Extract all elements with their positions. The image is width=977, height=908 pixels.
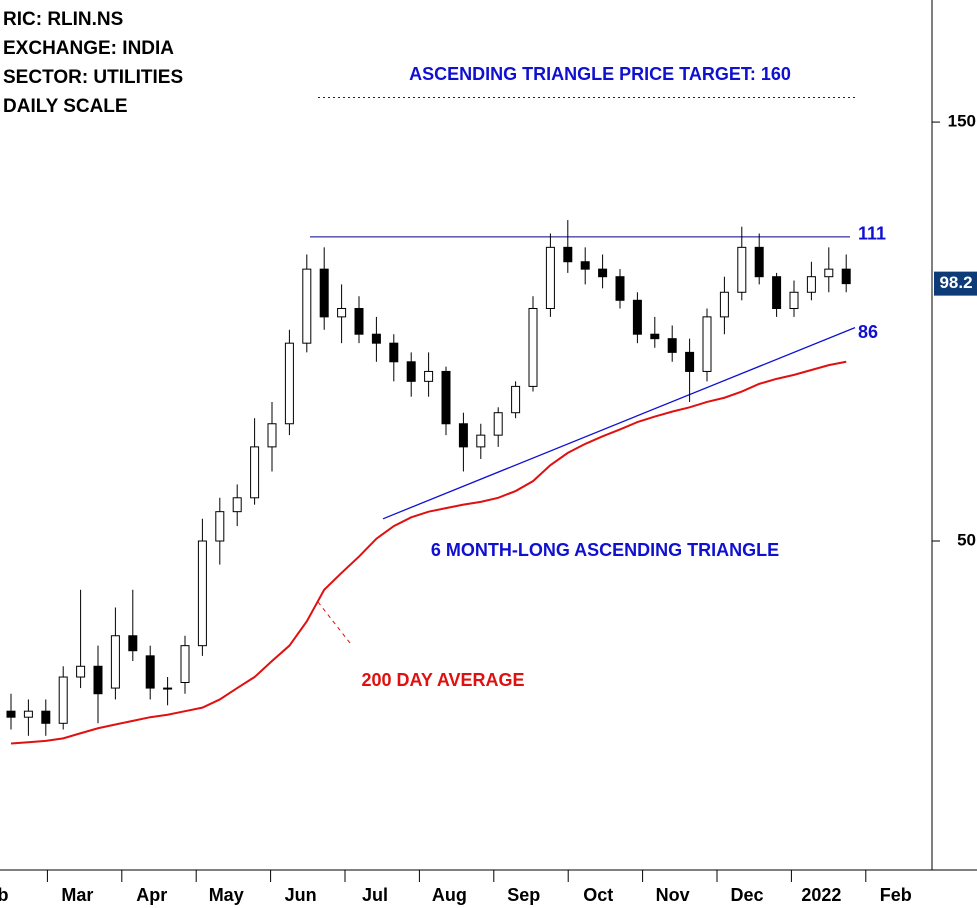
x-tick-label: Aug — [432, 885, 467, 905]
header-line: EXCHANGE: INDIA — [3, 38, 174, 59]
candle-body — [424, 370, 434, 382]
y-tick-label: 50 — [957, 530, 976, 549]
candle-body — [371, 333, 381, 344]
candle-body — [615, 276, 625, 301]
candle-body — [319, 268, 329, 318]
moving-average — [10, 360, 847, 745]
header-line: DAILY SCALE — [3, 96, 128, 117]
candle-body — [528, 307, 538, 387]
x-tick-label: 2022 — [801, 885, 841, 905]
candle-body — [685, 351, 695, 372]
ma-label: 200 DAY AVERAGE — [361, 670, 524, 690]
candle-body — [110, 635, 120, 689]
candle-body — [145, 655, 155, 689]
x-tick-label: Feb — [880, 885, 912, 905]
support-line — [382, 327, 856, 520]
candle-body — [824, 268, 834, 278]
y-tick-label: 150 — [948, 112, 976, 131]
candle-body — [163, 687, 173, 690]
candle-body — [6, 710, 16, 718]
candle-body — [389, 342, 399, 363]
candle-body — [58, 676, 68, 724]
candle-body — [458, 423, 468, 448]
pattern-label: 6 MONTH-LONG ASCENDING TRIANGLE — [431, 540, 779, 560]
ma-pointer — [317, 601, 351, 644]
candle-body — [772, 276, 782, 309]
candle-body — [302, 268, 312, 344]
candle-body — [650, 333, 660, 340]
x-tick-label: Sep — [507, 885, 540, 905]
candle-body — [76, 665, 86, 678]
candle-body — [667, 338, 677, 353]
candle-body — [41, 710, 51, 724]
candle-body — [598, 268, 608, 278]
candle-body — [215, 511, 225, 542]
candle-body — [702, 316, 712, 372]
x-tick-label: Nov — [656, 885, 690, 905]
candle-body — [632, 299, 642, 335]
x-tick-label: Apr — [136, 885, 167, 905]
candle-body — [806, 276, 816, 293]
target-label: ASCENDING TRIANGLE PRICE TARGET: 160 — [409, 64, 791, 84]
x-tick-label: Jun — [285, 885, 317, 905]
x-tick-label: Mar — [61, 885, 93, 905]
header-line: RIC: RLIN.NS — [3, 9, 123, 30]
candle-body — [754, 246, 764, 278]
candle-body — [476, 434, 486, 448]
resistance-label: 111 — [858, 224, 886, 244]
candle-body — [737, 246, 747, 293]
candle-body — [719, 291, 729, 318]
x-tick-label: Dec — [730, 885, 763, 905]
x-tick-label: Oct — [583, 885, 613, 905]
candle-body — [180, 645, 190, 684]
candle-body — [337, 307, 347, 318]
candle-body — [23, 710, 33, 718]
price-tag-label: 98.2 — [939, 273, 972, 292]
header-line: SECTOR: UTILITIES — [3, 67, 183, 88]
price-tag — [934, 271, 977, 296]
x-tick-label: Jul — [362, 885, 388, 905]
candle-body — [267, 423, 277, 448]
support-label: 86 — [858, 322, 878, 342]
candle-body — [580, 261, 590, 270]
candle-body — [232, 497, 242, 513]
candle-body — [841, 268, 851, 285]
x-tick-label: May — [209, 885, 244, 905]
candle-body — [406, 361, 416, 382]
candle-body — [197, 540, 207, 647]
candle-body — [128, 635, 138, 652]
candle-body — [789, 291, 799, 309]
x-tick-label: b — [0, 885, 9, 905]
candle-body — [93, 665, 103, 695]
candle-body — [545, 246, 555, 309]
candle-body — [354, 307, 364, 335]
candle-body — [563, 246, 573, 263]
candle-body — [511, 385, 521, 414]
candle-body — [493, 412, 503, 436]
candle-body — [250, 446, 260, 499]
candle-body — [284, 342, 294, 425]
candle-body — [441, 370, 451, 425]
